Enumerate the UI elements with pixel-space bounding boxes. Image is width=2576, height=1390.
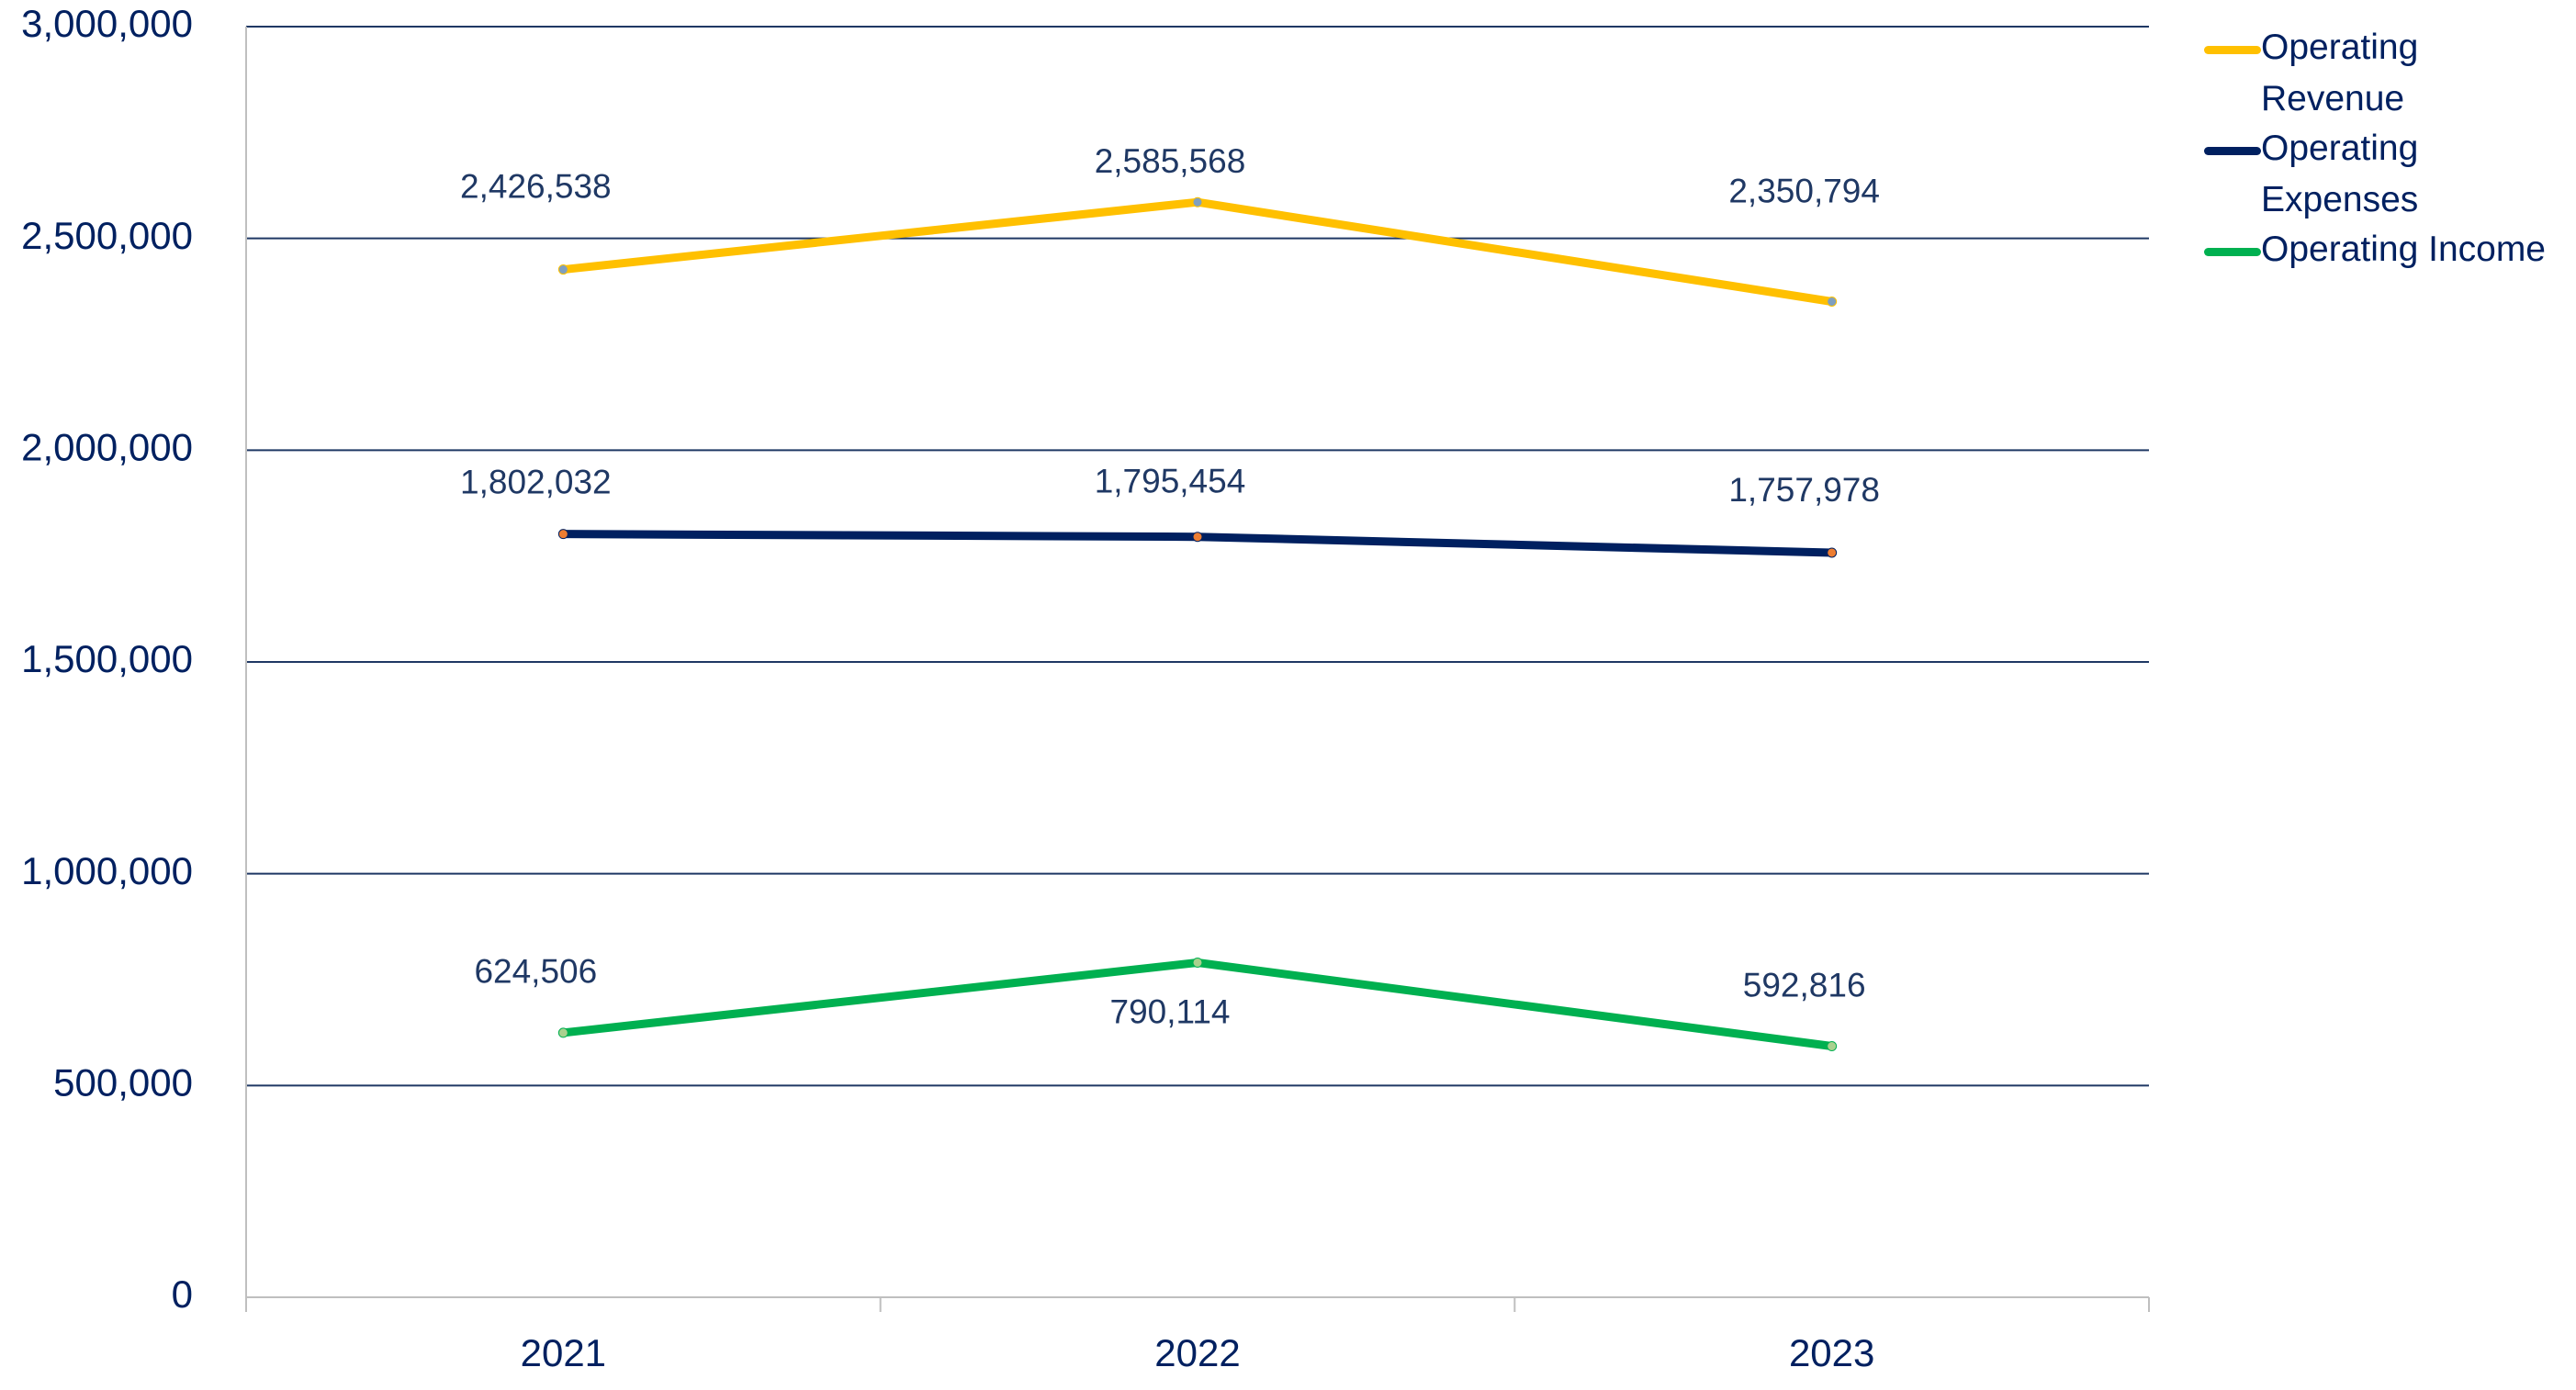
marker	[1192, 196, 1203, 207]
x-tick-label: 2021	[521, 1331, 606, 1374]
data-label: 2,585,568	[1095, 142, 1246, 180]
legend-line	[2204, 147, 2261, 155]
x-tick-label: 2022	[1154, 1331, 1240, 1374]
marker	[557, 1027, 568, 1038]
y-tick-label: 0	[172, 1272, 193, 1316]
data-label: 2,350,794	[1728, 172, 1880, 209]
data-label: 790,114	[1110, 992, 1231, 1030]
legend-entry: Operating Income	[2204, 230, 2571, 275]
legend: Operating Revenue Operating Expenses Opera…	[2204, 28, 2571, 279]
y-tick-label: 1,500,000	[21, 637, 193, 680]
legend-swatch	[2204, 28, 2261, 68]
marker	[557, 529, 568, 540]
marker	[557, 264, 568, 275]
legend-entry: Operating Expenses	[2204, 129, 2571, 226]
data-label: 1,757,978	[1728, 471, 1880, 509]
y-tick-label: 3,000,000	[21, 2, 193, 45]
marker	[1827, 297, 1838, 308]
legend-label: Operating Revenue	[2261, 28, 2419, 118]
data-label: 2,426,538	[460, 167, 612, 205]
data-label: 624,506	[474, 953, 597, 991]
legend-swatch	[2204, 129, 2261, 169]
legend-entry: Operating Revenue	[2204, 28, 2571, 125]
legend-line	[2204, 248, 2261, 256]
y-tick-label: 1,000,000	[21, 849, 193, 892]
marker	[1192, 957, 1203, 968]
marker	[1192, 532, 1203, 543]
data-label: 1,802,032	[460, 463, 612, 500]
marker	[1827, 1041, 1838, 1052]
series-line	[558, 197, 1837, 306]
legend-label: Operating Income	[2261, 230, 2547, 269]
x-tick-label: 2023	[1789, 1331, 1874, 1374]
data-label: 592,816	[1743, 966, 1866, 1003]
legend-line	[2204, 46, 2261, 54]
y-tick-label: 500,000	[53, 1060, 193, 1104]
marker	[1827, 547, 1838, 558]
y-tick-label: 2,000,000	[21, 425, 193, 468]
y-tick-label: 2,500,000	[21, 214, 193, 257]
legend-swatch	[2204, 230, 2261, 270]
legend-label: Operating Expenses	[2261, 129, 2419, 219]
data-label: 1,795,454	[1095, 462, 1246, 499]
